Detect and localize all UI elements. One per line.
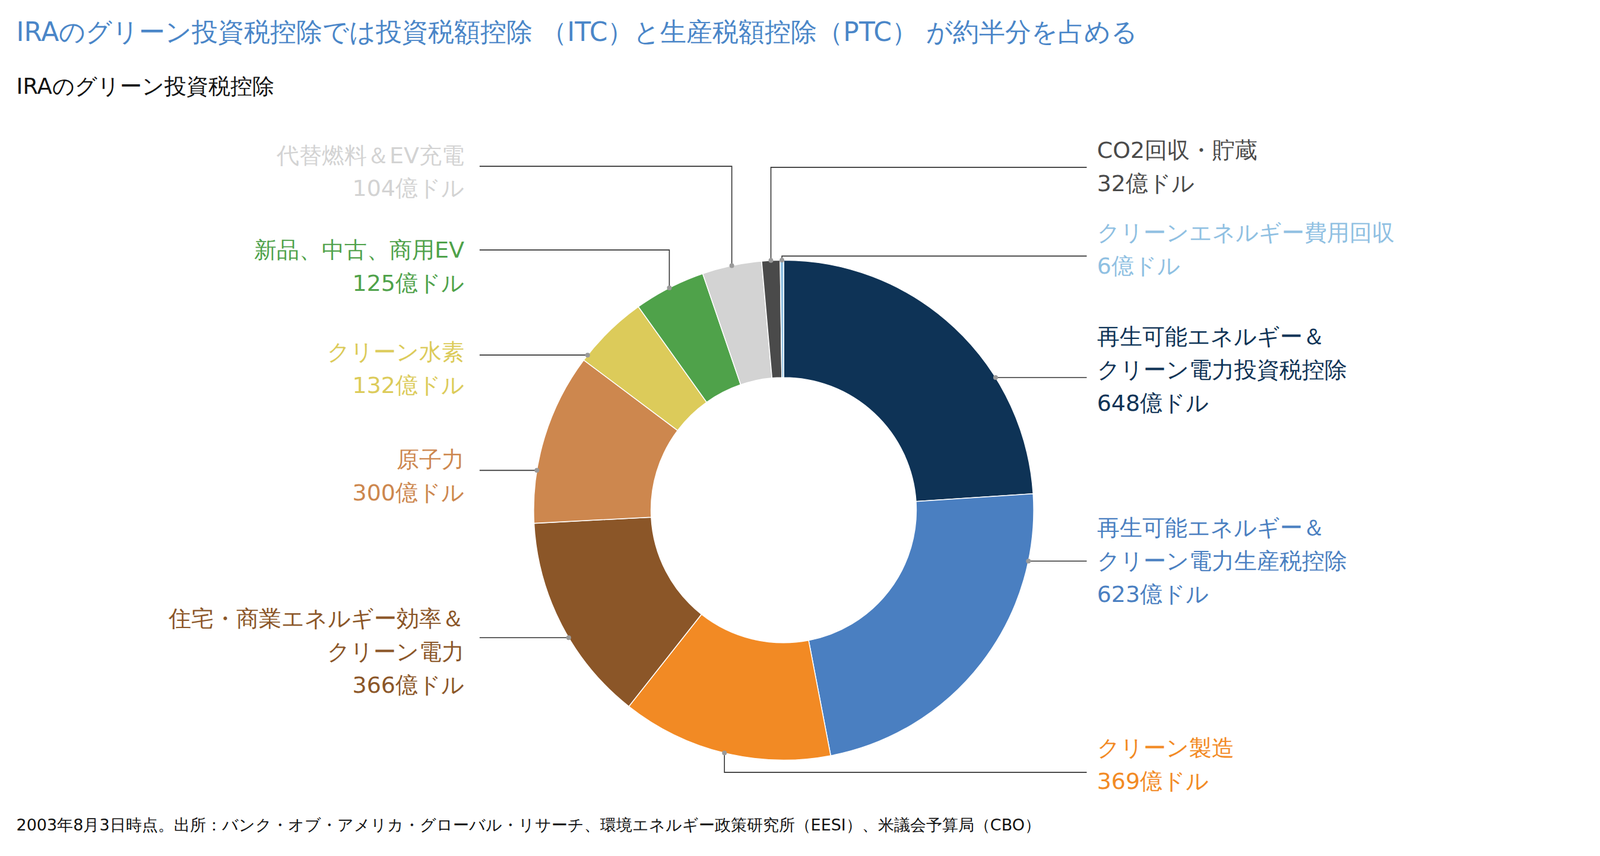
value-label: 125億ドル xyxy=(352,270,465,297)
category-label-line: クリーン電力 xyxy=(327,638,465,665)
leader-line xyxy=(995,376,1088,379)
labels: 再生可能エネルギー＆クリーン電力投資税控除648億ドル再生可能エネルギー＆クリー… xyxy=(168,137,1395,795)
value-label: 366億ドル xyxy=(352,672,465,699)
leader-line xyxy=(770,167,1087,261)
slice xyxy=(533,517,702,707)
leader-dot xyxy=(721,750,727,756)
slice xyxy=(761,260,782,378)
leader-dot xyxy=(779,257,785,263)
slice xyxy=(780,260,784,378)
leader-dot xyxy=(768,258,773,264)
slice xyxy=(808,493,1034,756)
category-label: 新品、中古、商用EV xyxy=(254,236,465,264)
category-label-line: クリーン製造 xyxy=(1097,734,1235,762)
value-label: 32億ドル xyxy=(1097,170,1195,197)
leader-line xyxy=(479,470,537,472)
category-label: クリーンエネルギー費用回収 xyxy=(1097,219,1395,246)
value-label: 104億ドル xyxy=(352,175,465,202)
leader-line xyxy=(781,255,1087,261)
category-label-line: クリーン電力生産税控除 xyxy=(1097,547,1348,575)
category-label-line: クリーン電力投資税控除 xyxy=(1097,356,1348,383)
leader-dot xyxy=(534,467,540,473)
category-label-line: 代替燃料＆EV充電 xyxy=(276,142,465,169)
leader-line xyxy=(479,637,569,639)
leader-line xyxy=(479,354,588,356)
category-label: クリーン製造 xyxy=(1097,734,1235,762)
category-label-line: 原子力 xyxy=(396,446,465,473)
category-label: 代替燃料＆EV充電 xyxy=(276,142,465,169)
category-label-line: クリーン水素 xyxy=(327,338,465,366)
category-label-line: 再生可能エネルギー＆ xyxy=(1097,323,1326,350)
leader-dot xyxy=(993,375,998,380)
value-label: 300億ドル xyxy=(352,479,465,506)
leader-line xyxy=(724,752,1087,773)
category-label: 原子力 xyxy=(396,446,465,473)
leader-line xyxy=(479,249,670,288)
leader-dot xyxy=(566,635,572,640)
category-label-line: 住宅・商業エネルギー効率＆ xyxy=(168,605,465,632)
leader-line xyxy=(479,166,733,266)
value-label: 6億ドル xyxy=(1097,252,1181,280)
value-label: 369億ドル xyxy=(1097,768,1210,795)
note: 2003年8月3日時点。出所：バンク・オブ・アメリカ・グローバル・リサーチ、環境… xyxy=(16,815,1041,835)
category-label: 住宅・商業エネルギー効率＆ クリーン電力 xyxy=(168,605,465,665)
category-label-line: 新品、中古、商用EV xyxy=(254,236,465,264)
leader-dot xyxy=(666,285,672,291)
category-label-line: 再生可能エネルギー＆ xyxy=(1097,514,1326,541)
category-label: 再生可能エネルギー＆ クリーン電力投資税控除 xyxy=(1097,323,1348,383)
value-label: 623億ドル xyxy=(1097,581,1210,608)
category-label: CO2回収・貯蔵 xyxy=(1097,137,1259,164)
title: IRAのグリーン投資税控除では投資税額控除 （ITC）と生産税額控除（PTC） … xyxy=(16,16,1138,47)
category-label-line: CO2回収・貯蔵 xyxy=(1097,137,1259,164)
slice xyxy=(702,261,773,385)
slices xyxy=(533,260,1034,760)
category-label-line: クリーンエネルギー費用回収 xyxy=(1097,219,1395,246)
leader-dot xyxy=(729,263,735,268)
subtitle: IRAのグリーン投資税控除 xyxy=(16,73,275,100)
chart: IRAのグリーン投資税控除では投資税額控除 （ITC）と生産税額控除（PTC） … xyxy=(0,0,1600,856)
slice xyxy=(783,260,1034,502)
leader-dot xyxy=(585,352,591,358)
leader-line xyxy=(1028,561,1087,563)
value-label: 648億ドル xyxy=(1097,390,1210,417)
leader-dot xyxy=(1025,558,1031,564)
value-label: 132億ドル xyxy=(352,372,465,399)
category-label: クリーン水素 xyxy=(327,338,465,366)
category-label: 再生可能エネルギー＆ クリーン電力生産税控除 xyxy=(1097,514,1348,575)
